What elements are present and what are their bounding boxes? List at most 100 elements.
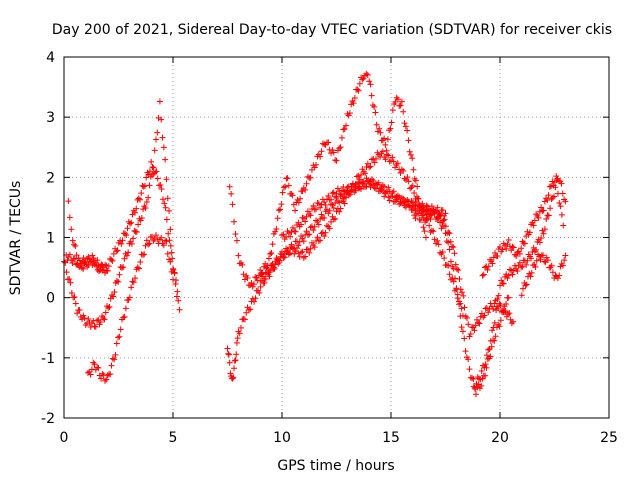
data-point (88, 258, 95, 265)
data-point (463, 314, 470, 321)
data-point (167, 242, 174, 249)
data-point (139, 251, 146, 258)
data-point (355, 179, 362, 186)
data-point (325, 139, 332, 146)
data-point (167, 258, 174, 265)
data-point (478, 382, 485, 389)
data-point (409, 182, 416, 189)
data-point (551, 193, 558, 200)
data-point (462, 348, 469, 355)
data-point (379, 148, 386, 155)
data-point (410, 166, 417, 173)
data-point (412, 215, 419, 222)
data-point (493, 307, 500, 314)
data-point (91, 361, 98, 368)
data-point (135, 221, 142, 228)
data-point (238, 324, 245, 331)
data-point (476, 375, 483, 382)
data-point (152, 169, 159, 176)
data-point (289, 224, 296, 231)
data-point (558, 211, 565, 218)
data-point (442, 210, 449, 217)
data-point (72, 300, 79, 307)
series-satellite-pass-12 (518, 251, 569, 299)
data-point (494, 253, 501, 260)
data-point (443, 261, 450, 268)
data-point (304, 208, 311, 215)
series-satellite-pass-2 (84, 232, 176, 384)
data-point (249, 295, 256, 302)
data-point (332, 157, 339, 164)
data-point (171, 270, 178, 277)
data-point (537, 256, 544, 263)
data-point (111, 288, 118, 295)
data-point (282, 183, 289, 190)
data-point (110, 293, 117, 300)
data-point (426, 205, 433, 212)
data-point (437, 212, 444, 219)
data-point (251, 298, 258, 305)
data-point (279, 189, 286, 196)
data-point (166, 237, 173, 244)
data-point (363, 183, 370, 190)
data-point (441, 255, 448, 262)
data-point (298, 249, 305, 256)
data-point (169, 255, 176, 262)
data-point (128, 284, 135, 291)
data-point (495, 292, 502, 299)
data-point (229, 375, 236, 382)
data-point (338, 134, 345, 141)
data-point (265, 255, 272, 262)
data-point (412, 177, 419, 184)
data-point (435, 241, 442, 248)
data-point (490, 324, 497, 331)
data-point (300, 238, 307, 245)
x-tick-label: 15 (382, 430, 400, 446)
data-point (485, 309, 492, 316)
data-point (277, 206, 284, 213)
data-point (163, 216, 170, 223)
data-point (275, 207, 282, 214)
data-point (396, 193, 403, 200)
data-point (146, 168, 153, 175)
data-point (426, 222, 433, 229)
data-point (411, 190, 418, 197)
data-point (405, 137, 412, 144)
data-point (140, 183, 147, 190)
data-point (272, 261, 279, 268)
series-satellite-pass-11 (479, 173, 569, 279)
data-point (538, 235, 545, 242)
data-point (496, 300, 503, 307)
data-point (467, 331, 474, 338)
data-point (442, 223, 449, 230)
data-point (135, 195, 142, 202)
data-point (304, 173, 311, 180)
y-tick-label: 4 (46, 50, 55, 66)
data-point (458, 324, 465, 331)
data-point (162, 204, 169, 211)
data-point (506, 310, 513, 317)
data-point (347, 188, 354, 195)
data-point (556, 200, 563, 207)
data-point (414, 183, 421, 190)
data-point (72, 243, 79, 250)
data-point (104, 267, 111, 274)
data-point (232, 230, 239, 237)
data-point (236, 330, 243, 337)
data-point (455, 267, 462, 274)
data-point (343, 122, 350, 129)
data-point (86, 368, 93, 375)
data-point (97, 319, 104, 326)
data-point (407, 185, 414, 192)
data-point (428, 227, 435, 234)
data-point (116, 333, 123, 340)
data-point (176, 306, 183, 313)
y-tick-label: 3 (46, 110, 55, 126)
data-point (148, 158, 155, 165)
data-point (160, 242, 167, 249)
data-point (360, 178, 367, 185)
data-point (103, 376, 110, 383)
data-point (230, 374, 237, 381)
data-point (83, 261, 90, 268)
data-point (279, 249, 285, 256)
